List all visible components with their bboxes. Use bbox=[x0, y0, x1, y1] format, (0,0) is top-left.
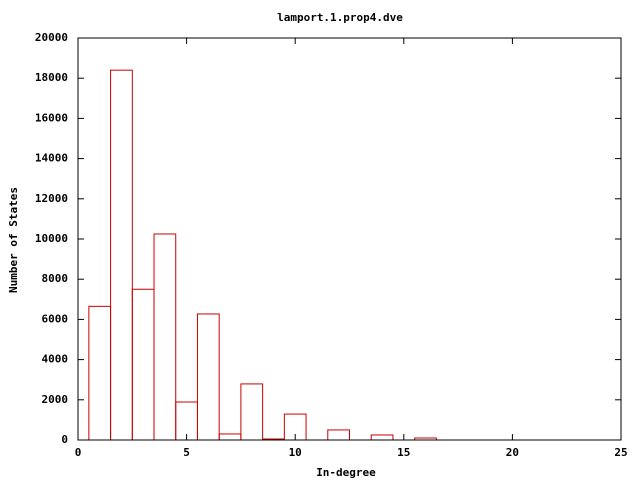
x-tick-label: 0 bbox=[75, 446, 82, 459]
bar bbox=[327, 429, 350, 441]
x-tick-label: 20 bbox=[506, 446, 519, 459]
x-axis-label: In-degree bbox=[316, 466, 376, 479]
y-tick-label: 14000 bbox=[35, 152, 68, 165]
chart-title: lamport.1.prop4.dve bbox=[277, 11, 403, 24]
y-axis-label: Number of States bbox=[7, 187, 20, 293]
y-tick-label: 10000 bbox=[35, 232, 68, 245]
y-tick-label: 2000 bbox=[42, 393, 69, 406]
y-tick-label: 12000 bbox=[35, 192, 68, 205]
y-tick-label: 18000 bbox=[35, 71, 68, 84]
bar bbox=[196, 313, 220, 441]
y-tick-label: 8000 bbox=[42, 272, 69, 285]
y-tick-label: 0 bbox=[61, 433, 68, 446]
y-tick-label: 16000 bbox=[35, 111, 68, 124]
x-tick-label: 10 bbox=[289, 446, 302, 459]
bar bbox=[218, 433, 242, 441]
bar bbox=[131, 288, 155, 441]
plot-frame bbox=[77, 37, 622, 441]
x-tick-label: 15 bbox=[397, 446, 410, 459]
y-tick-label: 6000 bbox=[42, 312, 69, 325]
y-tick-label: 4000 bbox=[42, 353, 69, 366]
x-tick-label: 5 bbox=[183, 446, 190, 459]
bar bbox=[110, 69, 133, 441]
bar bbox=[88, 305, 112, 441]
x-tick-label: 25 bbox=[614, 446, 627, 459]
bar bbox=[370, 434, 394, 441]
bar bbox=[153, 233, 177, 441]
y-tick-label: 20000 bbox=[35, 31, 68, 44]
bar bbox=[240, 383, 264, 441]
